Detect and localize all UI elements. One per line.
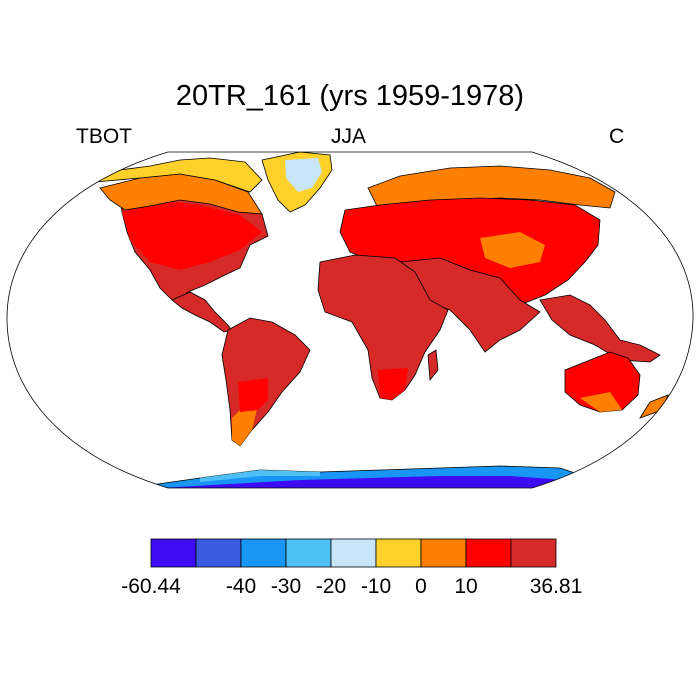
colorbar-box-7 <box>465 538 512 568</box>
antarctica-interior <box>160 476 575 488</box>
southeast-asia <box>539 294 661 363</box>
map-title: 20TR_161 (yrs 1959-1978) <box>175 80 525 112</box>
variable-label: TBOT <box>76 125 132 148</box>
australia-region <box>564 351 641 413</box>
colorbar-tick-label: -60.44 <box>121 575 181 598</box>
colorbar-tick-label: 10 <box>454 575 477 598</box>
map-outline <box>6 151 694 489</box>
southern-africa <box>378 368 408 400</box>
tibet-plateau <box>480 232 545 268</box>
colorbar-box-0 <box>150 538 197 568</box>
colorbar-tick-label: -10 <box>361 575 391 598</box>
madagascar <box>427 349 439 382</box>
colorbar-tick-label: -20 <box>316 575 346 598</box>
colorbar-tick-label: 0 <box>415 575 427 598</box>
south-america-south <box>232 405 258 446</box>
colorbar-tick-label: -30 <box>271 575 301 598</box>
south-america-mid <box>238 378 268 412</box>
africa-region <box>317 254 449 401</box>
greenland-ice <box>285 158 322 192</box>
antarctica-coast <box>200 470 320 482</box>
season-label: JJA <box>331 125 367 148</box>
units-label: C <box>609 125 625 148</box>
colorbar-box-2 <box>240 538 287 568</box>
colorbar-box-6 <box>420 538 467 568</box>
colorbar-tick-label: -40 <box>226 575 256 598</box>
arctic-islands <box>94 157 263 193</box>
colorbar-box-8 <box>510 538 557 568</box>
colorbar-box-1 <box>195 538 242 568</box>
north-america-north <box>122 200 262 270</box>
colorbar-box-3 <box>285 538 332 568</box>
australia-south <box>580 392 622 412</box>
colorbar-box-4 <box>330 538 377 568</box>
colorbar-box-5 <box>375 538 422 568</box>
colorbar-tick-label: 36.81 <box>530 575 583 598</box>
